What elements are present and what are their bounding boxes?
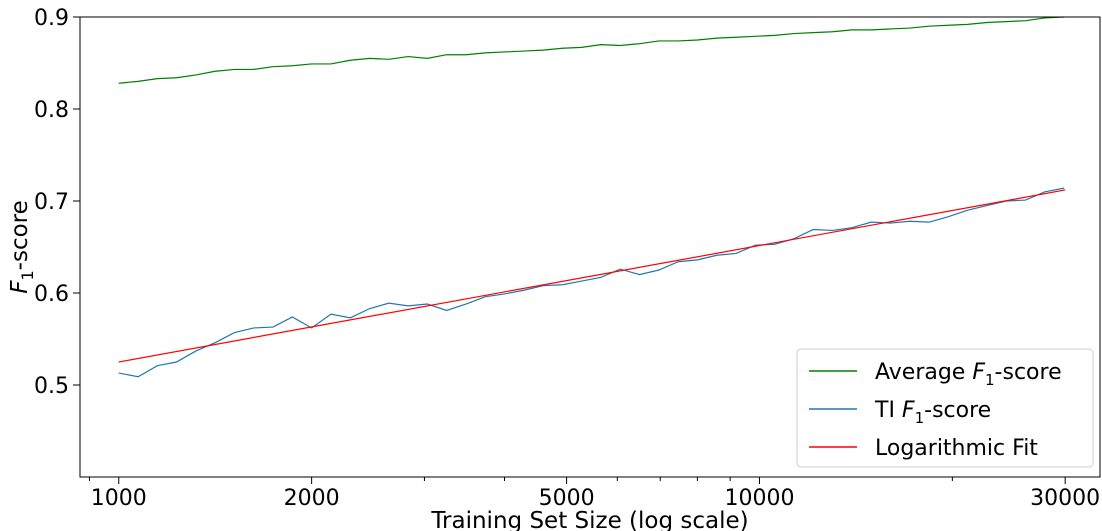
- series-line-1: [118, 187, 1065, 378]
- y-tick-label: 0.8: [34, 98, 69, 123]
- series-line-2: [118, 189, 1066, 363]
- axes-layer: [79, 16, 1101, 478]
- series-layer: [118, 16, 1066, 378]
- legend-box: [796, 348, 1094, 468]
- y-axis-title-suffix: -score: [7, 200, 33, 270]
- x-axis-title: Training Set Size (log scale): [430, 508, 748, 531]
- y-axis-title-subscript: 1: [18, 270, 37, 280]
- y-tick-label: 0.7: [34, 190, 69, 215]
- y-axis-ticks: 0.5 0.6 0.7 0.8 0.9: [34, 6, 80, 399]
- y-tick-label: 0.9: [34, 6, 69, 31]
- x-axis-ticks: 1000 2000 5000 10000 30000: [88, 477, 1100, 511]
- y-axis-title-base: F: [7, 280, 33, 294]
- plot-frame: [79, 16, 1101, 478]
- y-axis-title: F1-score: [7, 200, 37, 294]
- x-tick-label: 30000: [1030, 486, 1100, 511]
- x-tick-label: 5000: [539, 486, 595, 511]
- series-line-0: [118, 16, 1065, 84]
- legend-label-1: TI F1-score: [874, 398, 991, 427]
- legend-label-0: Average F1-score: [875, 360, 1062, 389]
- y-tick-label: 0.6: [34, 282, 69, 307]
- x-tick-label: 10000: [724, 486, 794, 511]
- x-tick-label: 1000: [91, 486, 147, 511]
- x-tick-label: 2000: [284, 486, 340, 511]
- y-tick-label: 0.5: [34, 374, 69, 399]
- legend: Average F1-score TI F1-score Logarithmic F…: [796, 348, 1094, 468]
- legend-label-2: Logarithmic Fit: [875, 436, 1038, 461]
